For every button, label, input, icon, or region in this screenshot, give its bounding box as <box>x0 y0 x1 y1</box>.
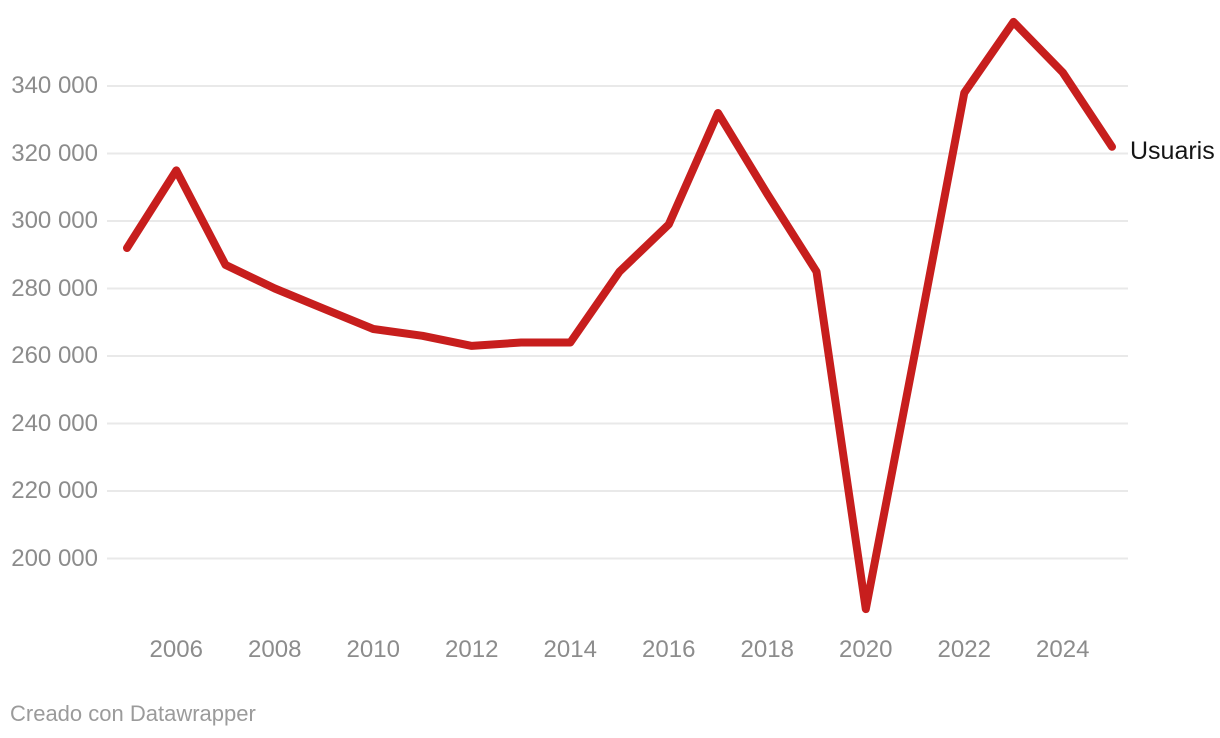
y-tick-label: 300 000 <box>11 207 98 234</box>
x-tick-label: 2014 <box>543 636 597 663</box>
x-tick-label: 2022 <box>937 636 991 663</box>
x-tick-label: 2016 <box>642 636 696 663</box>
y-tick-label: 240 000 <box>11 409 98 437</box>
y-tick-label: 260 000 <box>11 342 98 369</box>
x-tick-label: 2020 <box>839 636 893 663</box>
x-tick-label: 2018 <box>740 636 794 663</box>
y-tick-label: 220 000 <box>11 477 98 504</box>
x-tick-label: 2008 <box>248 636 302 663</box>
y-tick-label: 280 000 <box>11 274 98 302</box>
x-tick-label: 2010 <box>346 636 400 663</box>
x-tick-label: 2024 <box>1036 636 1090 663</box>
y-tick-label: 340 000 <box>11 72 98 99</box>
y-tick-label: 200 000 <box>11 544 98 572</box>
series-label: Usuaris <box>1130 137 1215 165</box>
x-tick-label: 2012 <box>445 636 499 663</box>
y-tick-label: 320 000 <box>11 139 98 167</box>
x-tick-label: 2006 <box>149 636 203 663</box>
credit-text: Creado con Datawrapper <box>10 701 256 726</box>
data-line <box>123 17 1116 614</box>
